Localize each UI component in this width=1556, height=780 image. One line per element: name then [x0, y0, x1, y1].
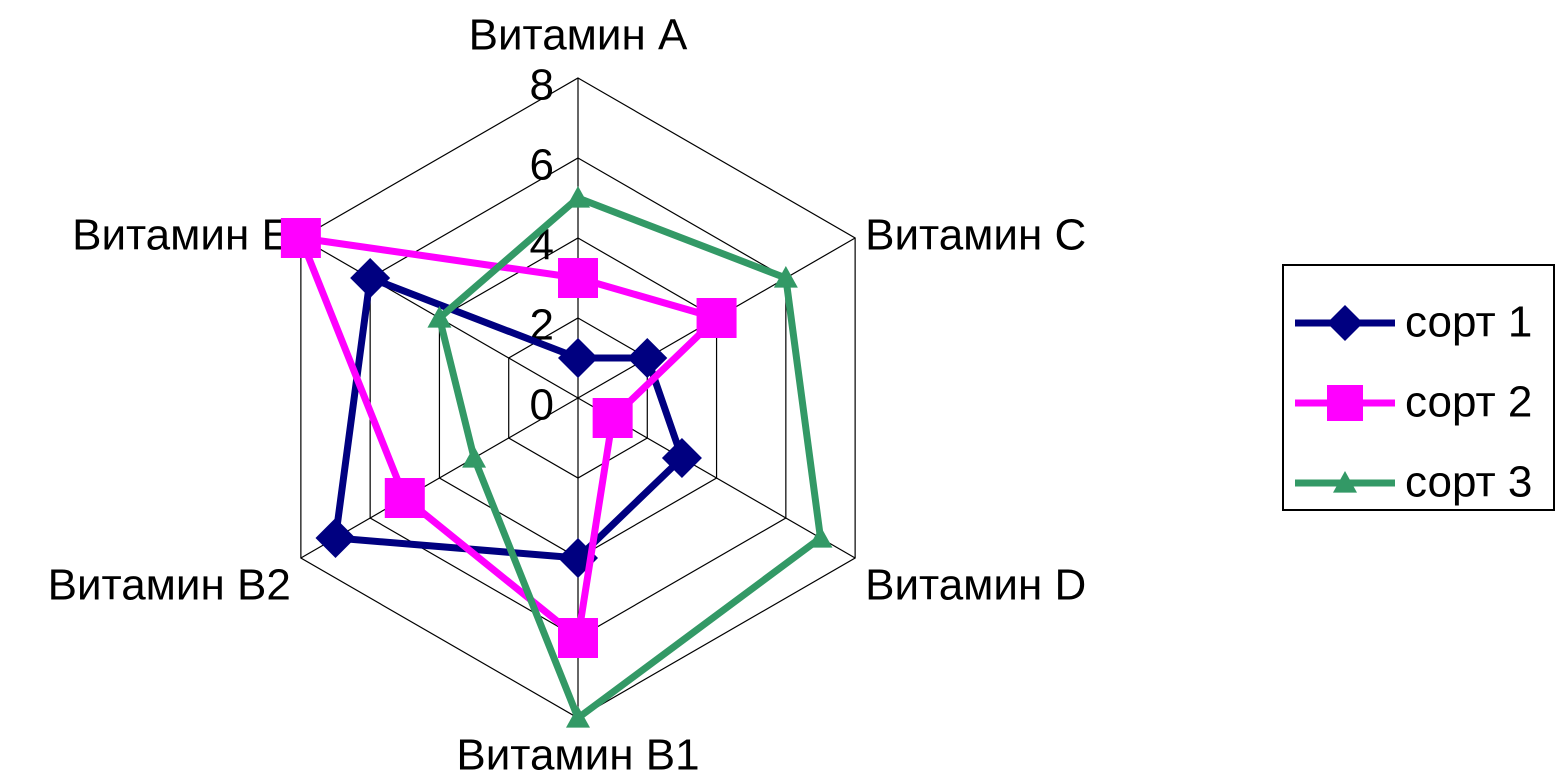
legend-label: сорт 1 [1405, 298, 1532, 347]
marker [558, 338, 598, 378]
marker [773, 266, 798, 288]
category-label: Витамин E [72, 211, 291, 260]
marker [808, 526, 833, 548]
marker [558, 618, 598, 658]
legend-label: сорт 3 [1405, 458, 1532, 507]
marker [315, 518, 356, 558]
marker [384, 478, 425, 518]
marker [1327, 305, 1363, 341]
y-tick-label: 8 [530, 61, 554, 110]
marker [627, 338, 668, 378]
marker [696, 298, 737, 338]
marker [566, 706, 590, 728]
y-tick-label: 6 [530, 141, 554, 190]
marker [462, 446, 487, 468]
category-label: Витамин B1 [456, 731, 699, 780]
marker [592, 398, 633, 438]
marker [1333, 471, 1357, 493]
marker [350, 258, 391, 298]
marker [661, 438, 702, 478]
legend-label: сорт 2 [1405, 378, 1532, 427]
marker [566, 186, 590, 208]
category-label: Витамин D [865, 561, 1086, 610]
y-tick-label: 0 [530, 381, 554, 430]
marker [1327, 385, 1363, 421]
category-label: Витамин B2 [48, 561, 291, 610]
category-label: Витамин C [865, 211, 1086, 260]
marker [558, 258, 598, 298]
marker [280, 218, 321, 258]
marker [427, 306, 452, 328]
category-label: Витамин A [469, 11, 688, 60]
series-line [435, 194, 824, 722]
